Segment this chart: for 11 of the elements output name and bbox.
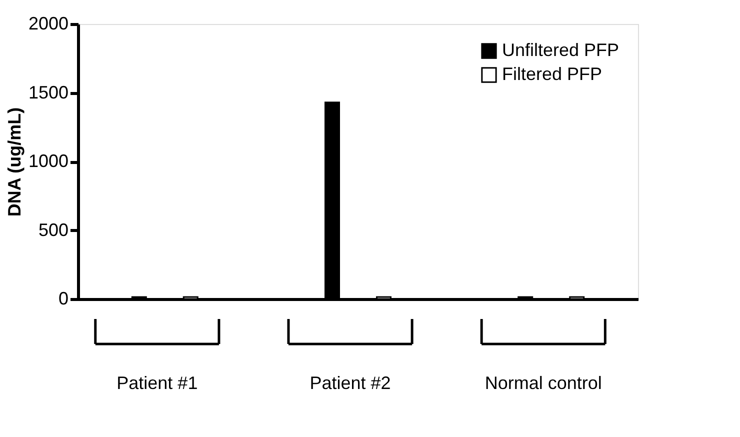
y-tick-label: 0 xyxy=(58,288,68,308)
y-tick-label: 1000 xyxy=(28,151,68,171)
y-tick-label: 500 xyxy=(38,220,68,240)
x-tick-label: Normal control xyxy=(484,373,602,393)
legend-label: Unfiltered PFP xyxy=(502,40,620,60)
legend-label: Filtered PFP xyxy=(502,64,602,84)
y-tick-label: 2000 xyxy=(28,14,68,34)
x-tick-label: Patient #1 xyxy=(116,373,198,393)
x-tick-label: Patient #2 xyxy=(310,373,391,393)
y-axis-title: DNA (ug/mL) xyxy=(4,107,24,217)
y-tick-label: 1500 xyxy=(28,82,68,102)
